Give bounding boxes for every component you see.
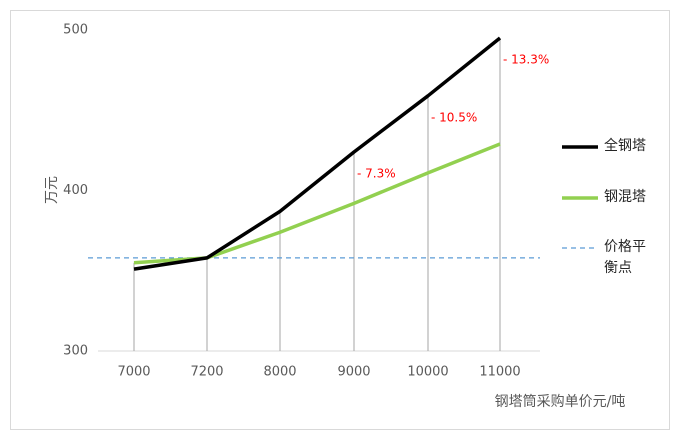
annotation: - 10.5% bbox=[431, 110, 477, 124]
series-line bbox=[133, 142, 501, 265]
x-tick-label: 7000 bbox=[117, 365, 150, 380]
legend-label: 钢混塔 bbox=[604, 189, 646, 205]
x-tick-label: 8000 bbox=[263, 365, 296, 380]
x-tick-label: 7200 bbox=[190, 365, 223, 380]
annotation: - 13.3% bbox=[503, 53, 549, 67]
frame bbox=[10, 10, 670, 430]
x-tick-label: 11000 bbox=[479, 365, 520, 380]
y-tick-label: 400 bbox=[63, 183, 88, 198]
x-tick-label: 9000 bbox=[337, 365, 370, 380]
annotation: - 7.3% bbox=[357, 166, 396, 180]
y-axis-label: 万元 bbox=[44, 176, 60, 204]
y-tick-label: 300 bbox=[63, 344, 88, 359]
legend-label: 全钢塔 bbox=[604, 138, 646, 154]
x-tick-label: 10000 bbox=[407, 365, 448, 380]
legend-label: 价格平衡点 bbox=[604, 239, 646, 276]
y-tick-label: 500 bbox=[63, 23, 88, 38]
series-line bbox=[133, 36, 502, 271]
x-axis-label: 钢塔筒采购单价元/吨 bbox=[495, 393, 626, 410]
